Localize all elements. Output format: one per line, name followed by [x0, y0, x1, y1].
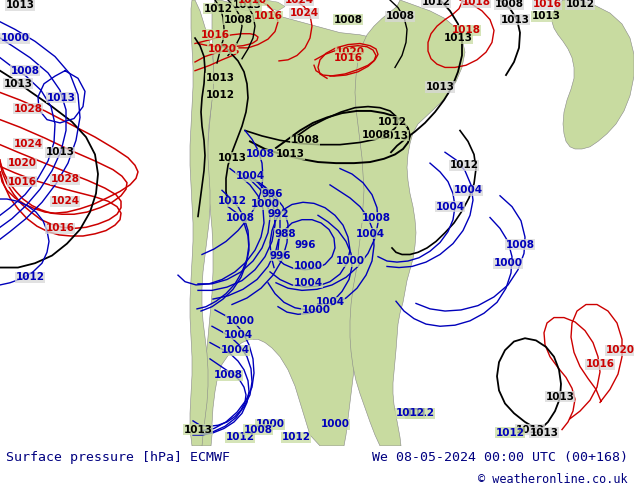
- Text: 1024: 1024: [51, 196, 79, 206]
- Text: 1004: 1004: [356, 229, 385, 239]
- Text: 1024: 1024: [290, 8, 318, 18]
- Text: 1016: 1016: [333, 52, 363, 63]
- Text: 1000: 1000: [302, 305, 330, 315]
- Text: 1008: 1008: [11, 66, 39, 75]
- Text: 1012: 1012: [377, 117, 406, 127]
- Text: 1012: 1012: [15, 272, 44, 282]
- Text: 1020: 1020: [207, 44, 236, 54]
- Text: 1008: 1008: [224, 15, 252, 24]
- Text: 1008: 1008: [333, 15, 363, 24]
- Text: 988: 988: [274, 229, 296, 239]
- Text: 1012: 1012: [204, 4, 233, 14]
- Text: Surface pressure [hPa] ECMWF: Surface pressure [hPa] ECMWF: [6, 451, 230, 465]
- Text: 1013: 1013: [529, 428, 559, 438]
- Text: 1012: 1012: [396, 408, 425, 418]
- Text: 1000: 1000: [321, 419, 349, 429]
- Polygon shape: [552, 0, 634, 149]
- Text: 1024: 1024: [13, 139, 42, 148]
- Text: 1024: 1024: [285, 0, 314, 5]
- Text: 1000: 1000: [250, 199, 280, 209]
- Polygon shape: [228, 0, 255, 11]
- Text: 1004: 1004: [223, 330, 252, 340]
- Text: 1013: 1013: [444, 33, 472, 43]
- Text: 1016: 1016: [533, 0, 562, 9]
- Text: 1013: 1013: [6, 0, 34, 10]
- Polygon shape: [200, 0, 392, 446]
- Text: 1016: 1016: [254, 11, 283, 21]
- Text: 1013: 1013: [46, 93, 75, 103]
- Text: 996: 996: [269, 250, 291, 261]
- Text: 1013: 1013: [545, 392, 574, 402]
- Text: 1008: 1008: [495, 0, 524, 9]
- Text: 1013: 1013: [380, 131, 408, 141]
- Text: 1008: 1008: [214, 370, 242, 380]
- Text: 1013: 1013: [233, 0, 261, 10]
- Text: 1012: 1012: [281, 432, 311, 442]
- Text: 1028: 1028: [13, 104, 42, 114]
- Text: 1000: 1000: [493, 258, 522, 268]
- Text: 1008: 1008: [290, 135, 320, 146]
- Text: 992: 992: [268, 209, 288, 219]
- Text: 1013: 1013: [205, 74, 235, 83]
- Text: 1004: 1004: [221, 345, 250, 355]
- Text: 1013: 1013: [4, 79, 32, 89]
- Text: 1013: 1013: [276, 149, 304, 159]
- Text: 1012: 1012: [496, 428, 524, 438]
- Text: 1008: 1008: [385, 11, 415, 21]
- Text: We 08-05-2024 00:00 UTC (00+168): We 08-05-2024 00:00 UTC (00+168): [372, 451, 628, 465]
- Text: 1013: 1013: [46, 147, 75, 157]
- Text: © weatheronline.co.uk: © weatheronline.co.uk: [479, 473, 628, 487]
- Polygon shape: [190, 0, 214, 446]
- Text: 1016: 1016: [200, 30, 230, 40]
- Text: 1012: 1012: [406, 408, 434, 418]
- Text: 1004: 1004: [453, 185, 482, 196]
- Text: 1013: 1013: [515, 425, 545, 435]
- Text: 1013: 1013: [500, 15, 529, 24]
- Text: 1020: 1020: [8, 158, 37, 168]
- Text: 1028: 1028: [51, 174, 79, 184]
- Text: 1020: 1020: [335, 47, 365, 57]
- Text: 1008: 1008: [361, 130, 391, 140]
- Text: 1016: 1016: [586, 359, 614, 369]
- Text: 1004: 1004: [316, 297, 344, 307]
- Text: 1016: 1016: [238, 0, 266, 5]
- Text: 1018: 1018: [462, 0, 491, 7]
- Text: 1013: 1013: [531, 11, 560, 21]
- Text: 1012: 1012: [205, 90, 235, 99]
- Text: 1018: 1018: [451, 25, 481, 35]
- Text: 1016: 1016: [46, 223, 75, 233]
- Text: 1012: 1012: [217, 196, 247, 206]
- Text: 1008: 1008: [243, 425, 273, 435]
- Text: 1013: 1013: [217, 153, 247, 163]
- Text: 1012: 1012: [422, 0, 451, 7]
- Text: 1012: 1012: [450, 160, 479, 171]
- Text: 1004: 1004: [235, 171, 264, 181]
- Text: 1000: 1000: [1, 33, 30, 43]
- Text: 1016: 1016: [8, 176, 37, 187]
- Text: 1008: 1008: [245, 149, 275, 159]
- Text: 996: 996: [294, 240, 316, 250]
- Text: 1000: 1000: [294, 262, 323, 271]
- Text: 1000: 1000: [335, 256, 365, 266]
- Text: 1000: 1000: [226, 316, 254, 326]
- Text: 1004: 1004: [294, 278, 323, 288]
- Text: 1008: 1008: [361, 213, 391, 222]
- Text: 1008: 1008: [226, 213, 254, 222]
- Text: 1000: 1000: [256, 419, 285, 429]
- Polygon shape: [265, 0, 285, 11]
- Text: 1012: 1012: [566, 0, 595, 9]
- Text: 996: 996: [261, 189, 283, 198]
- Text: 1012: 1012: [226, 432, 254, 442]
- Text: 1020: 1020: [605, 345, 634, 355]
- Polygon shape: [350, 0, 465, 446]
- Text: 1008: 1008: [505, 240, 534, 250]
- Text: 1013: 1013: [183, 425, 212, 435]
- Text: 1004: 1004: [436, 202, 465, 212]
- Text: 1013: 1013: [425, 82, 455, 92]
